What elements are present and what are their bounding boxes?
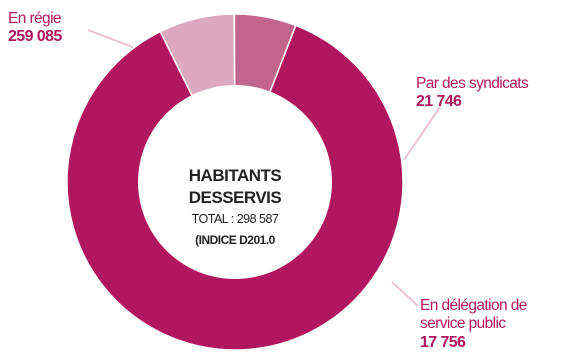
leader-line-delegation [391,281,419,307]
label-delegation-name-line1: En délégation de [420,297,527,314]
center-indice: (INDICE D201.0 [195,233,275,247]
center-title-line1: HABITANTS [188,166,282,185]
label-regie-name: En régie [8,10,62,27]
leader-line-syndicats [403,106,441,161]
leader-lines [87,29,441,307]
label-syndicats-name: Par des syndicats [416,75,529,92]
label-regie-value: 259 085 [8,28,62,46]
label-syndicats: Par des syndicats 21 746 [416,75,529,112]
center-label: HABITANTS DESSERVIS TOTAL : 298 587 (IND… [160,165,310,251]
leader-line-regie [87,29,136,49]
label-delegation-value: 17 756 [420,333,466,351]
label-delegation: En délégation de service public 17 756 [420,297,527,352]
label-regie: En régie 259 085 [8,10,62,47]
center-title-line2: DESSERVIS [188,188,282,207]
donut-hole [138,85,332,279]
center-total: TOTAL : 298 587 [191,212,279,226]
label-syndicats-value: 21 746 [416,93,462,111]
label-delegation-name-line2: service public [420,315,506,333]
